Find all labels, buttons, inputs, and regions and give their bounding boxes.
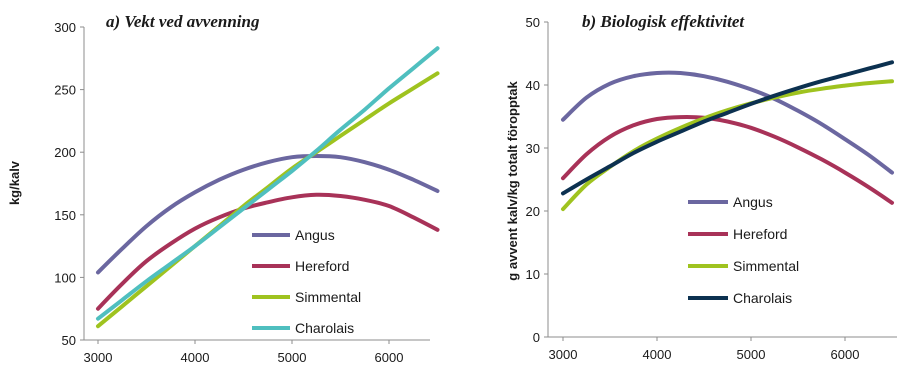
series-line-hereford: [96, 192, 440, 311]
x-tick-label: 4000: [181, 350, 210, 365]
y-tick-label: 200: [54, 145, 76, 160]
x-tick-label: 6000: [831, 347, 860, 362]
y-tick-label: 10: [526, 267, 540, 282]
series-line-angus: [561, 70, 894, 175]
legend-label-hereford: Hereford: [295, 258, 349, 274]
y-tick-label: 20: [526, 204, 540, 219]
y-tick-label: 300: [54, 20, 76, 35]
y-tick-label: 100: [54, 270, 76, 285]
chart-panel-b: 0 10 20 30 40 50 3000 4000 5000 6000 b) Biologisk …: [505, 12, 897, 362]
x-tick-label: 6000: [375, 350, 404, 365]
x-tick-label: 4000: [643, 347, 672, 362]
chart-title: a) Vekt ved avvenning: [106, 12, 260, 31]
series-line-angus: [96, 154, 440, 275]
series-line-charolais: [96, 46, 440, 321]
y-tick-label: 0: [533, 330, 540, 345]
y-tick-label: 150: [54, 208, 76, 223]
x-tick-label: 3000: [84, 350, 113, 365]
legend-label-simmental: Simmental: [733, 258, 799, 274]
x-tick-label: 5000: [278, 350, 307, 365]
series-line-simmental: [96, 71, 440, 329]
chart-panel-a: 50 100 150 200 250 300 3000 4000 5000 6000 a) Vekt…: [7, 12, 440, 365]
x-tick-label: 3000: [549, 347, 578, 362]
chart-title: b) Biologisk effektivitet: [582, 12, 745, 31]
legend-label-charolais: Charolais: [733, 290, 792, 306]
y-axis-label: g avvent kalv/kg totalt föropptak: [505, 81, 520, 281]
legend-label-simmental: Simmental: [295, 289, 361, 305]
y-tick-label: 30: [526, 141, 540, 156]
y-axis-label: kg/kalv: [7, 160, 22, 205]
series-line-charolais: [561, 60, 894, 196]
y-tick-label: 50: [526, 15, 540, 30]
y-tick-label: 40: [526, 78, 540, 93]
x-tick-label: 5000: [737, 347, 766, 362]
series-line-simmental: [561, 79, 894, 212]
y-tick-label: 250: [54, 83, 76, 98]
series-line-hereford: [561, 115, 894, 205]
y-tick-label: 50: [62, 333, 76, 348]
legend-label-angus: Angus: [295, 227, 335, 243]
legend-label-angus: Angus: [733, 194, 773, 210]
legend-label-charolais: Charolais: [295, 320, 354, 336]
legend-label-hereford: Hereford: [733, 226, 787, 242]
